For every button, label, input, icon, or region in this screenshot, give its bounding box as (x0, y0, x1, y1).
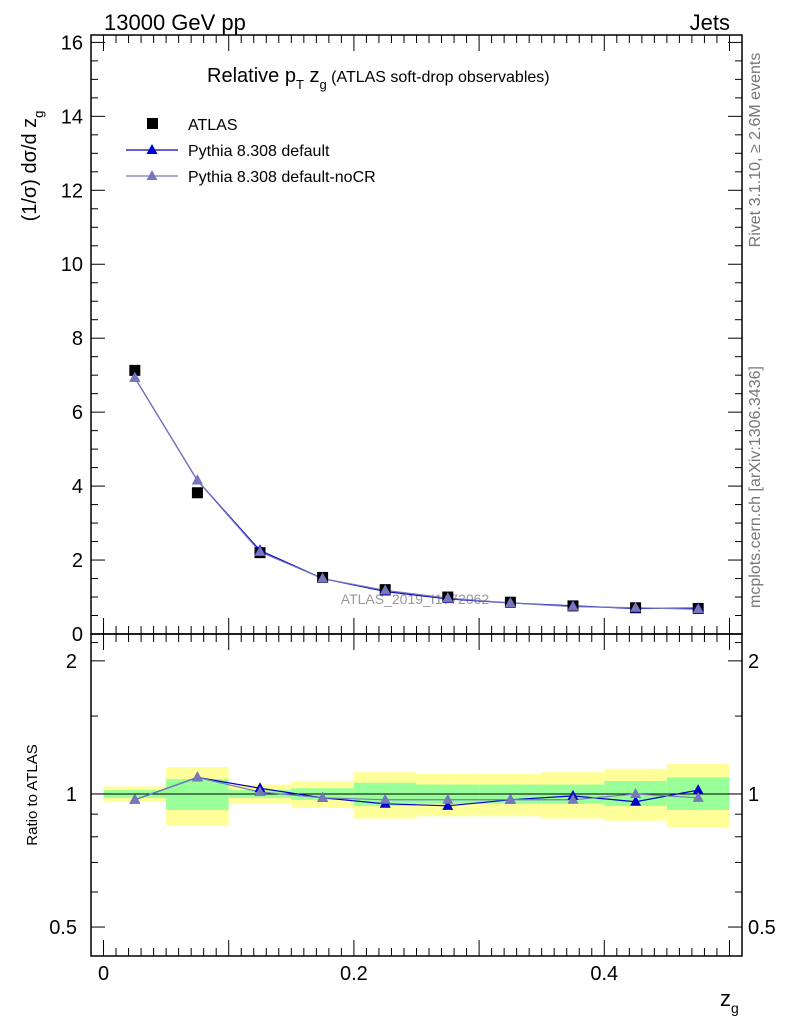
y-tick-label: 4 (72, 476, 83, 498)
main-x-ticks (103, 35, 730, 634)
y-tick-label: 12 (61, 180, 83, 202)
ratio-y-tick-label: 1 (748, 784, 759, 806)
data-point-pythia (254, 545, 266, 556)
ratio-data-point (379, 793, 391, 804)
legend-marker-triangle (146, 170, 158, 180)
y-tick-label: 14 (61, 106, 83, 128)
legend-entry-pythia-nocr: Pythia 8.308 default-noCR (126, 169, 376, 186)
x-tick-label: 0.4 (590, 963, 618, 985)
title-sub-g: g (319, 77, 326, 92)
legend-entry-atlas: ATLAS (147, 117, 238, 134)
y-tick-label: 16 (61, 32, 83, 54)
y-tick-label: 2 (72, 550, 83, 572)
ratio-y-tick-label: 2 (748, 651, 759, 673)
data-point-atlas (191, 487, 203, 499)
ratio-x-axis: 0 0.2 0.4 (98, 634, 730, 985)
main-y-label-main: (1/σ) dσ/d z (19, 118, 41, 222)
ratio-y-tick-label: 0.5 (748, 917, 776, 939)
ratio-data-point (191, 771, 203, 782)
data-point-pythia (317, 572, 329, 583)
title-sub-t: T (296, 77, 304, 92)
ratio-panel: 0.5 0.5 1 1 2 2 0 0.2 0.4 Ratio to ATLAS zg (24, 633, 776, 1016)
legend: ATLAS Pythia 8.308 default Pythia 8.308 … (126, 117, 376, 186)
ratio-band-stat (166, 779, 229, 810)
legend-label: ATLAS (188, 117, 238, 134)
ratio-data-point (630, 795, 642, 806)
y-tick-label: 8 (72, 328, 83, 350)
ratio-y-tick-label: 0.5 (49, 917, 77, 939)
x-label-main: z (720, 986, 731, 1011)
ratio-data-point (504, 793, 516, 804)
ratio-data-point (442, 793, 454, 804)
mcplots-label: mcplots.cern.ch [arXiv:1306.3436] (747, 366, 764, 608)
legend-label: Pythia 8.308 default (188, 143, 330, 160)
main-y-label-sub: g (31, 111, 46, 118)
rivet-label: Rivet 3.1.10, ≥ 2.6M events (747, 53, 764, 248)
data-point-pythia (129, 371, 141, 382)
legend-marker-square (147, 118, 158, 129)
x-tick-label: 0.2 (340, 963, 368, 985)
ratio-series-line (134, 776, 699, 807)
y-tick-label: 6 (72, 402, 83, 424)
legend-entry-pythia-default: Pythia 8.308 default (126, 143, 330, 160)
ratio-data-point (567, 793, 579, 804)
ratio-y-tick-label: 1 (66, 784, 77, 806)
ratio-data-point (692, 791, 704, 802)
data-point-atlas (129, 364, 141, 376)
legend-marker-triangle (146, 144, 158, 154)
y-tick-label: 10 (61, 254, 83, 276)
x-tick-label: 0 (98, 963, 109, 985)
ratio-data-point (254, 786, 266, 797)
data-point-pythia (567, 600, 579, 611)
ratio-data-point (129, 793, 141, 804)
x-axis-label: zg (720, 986, 739, 1016)
main-panel: ATLAS_2019_I1772062 0 2 4 6 8 10 12 14 16 Relati… (19, 32, 743, 646)
data-point-pythia (692, 603, 704, 614)
data-point-pythia (630, 601, 642, 612)
y-tick-label: 0 (72, 624, 83, 646)
data-point-pythia (504, 596, 516, 607)
ratio-data-point (317, 791, 329, 802)
series-line (134, 377, 699, 610)
title-part-b: z (304, 65, 320, 87)
ratio-series-line (134, 776, 699, 801)
chart-title: Relative pT zg (ATLAS soft-drop observab… (207, 65, 550, 92)
ratio-data (129, 771, 704, 810)
title-part-a: Relative p (207, 65, 296, 87)
header-left: 13000 GeV pp (104, 10, 246, 35)
ratio-data-point (630, 787, 642, 798)
ratio-data-point (692, 784, 704, 795)
main-data (129, 364, 704, 614)
x-label-sub: g (731, 1000, 739, 1016)
series-line (134, 377, 699, 610)
main-y-label: (1/σ) dσ/d zg (19, 111, 46, 222)
ratio-y-axis: 0.5 0.5 1 1 2 2 (49, 642, 776, 939)
watermark: ATLAS_2019_I1772062 (341, 591, 490, 607)
data-point-pythia (379, 584, 391, 595)
title-part-c: (ATLAS soft-drop observables) (327, 69, 550, 86)
header-right: Jets (690, 10, 730, 35)
ratio-y-label: Ratio to ATLAS (24, 744, 41, 845)
ratio-data-point (442, 799, 454, 810)
legend-label: Pythia 8.308 default-noCR (188, 169, 376, 186)
ratio-y-tick-label: 2 (66, 651, 77, 673)
main-y-axis: 0 2 4 6 8 10 12 14 16 (61, 32, 742, 646)
data-point-pythia (442, 592, 454, 603)
data-point-pythia (191, 474, 203, 485)
